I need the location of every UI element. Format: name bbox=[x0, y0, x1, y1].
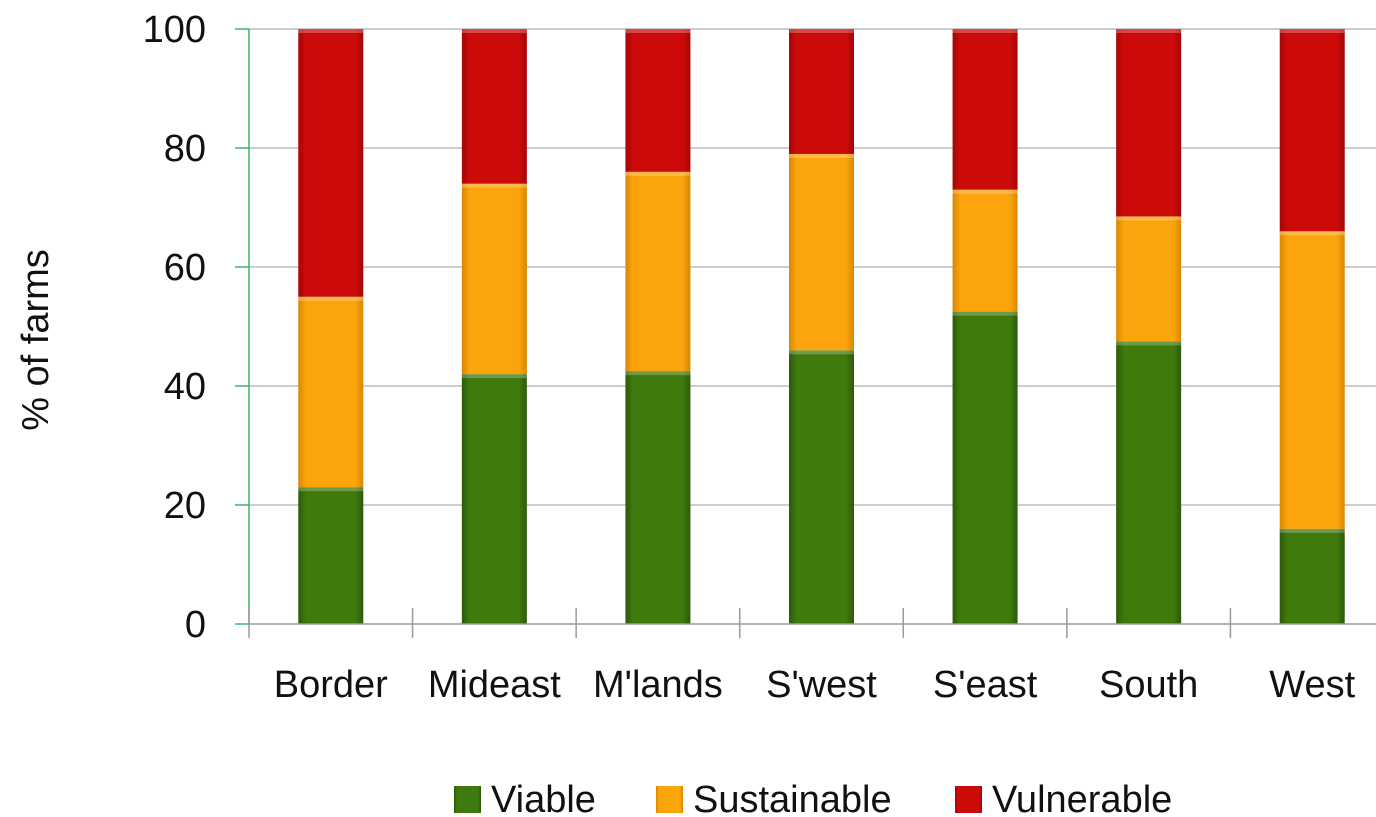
bar-viable-3 bbox=[789, 350, 854, 624]
y-tick-label: 40 bbox=[164, 366, 206, 408]
bar-vulnerable-5 bbox=[1116, 29, 1182, 217]
legend-label-vulnerable: Vulnerable bbox=[992, 779, 1172, 817]
bar-viable-2 bbox=[625, 371, 691, 624]
bar-sustainable-6 bbox=[1279, 231, 1345, 529]
y-tick-label: 20 bbox=[164, 485, 206, 527]
bar-vulnerable-0 bbox=[298, 29, 364, 297]
x-tick-label: M'lands bbox=[593, 664, 723, 706]
bar-viable-4 bbox=[952, 311, 1018, 624]
y-axis-label: % of farms bbox=[15, 249, 57, 431]
bar-bevel bbox=[298, 29, 364, 33]
bar-bevel bbox=[1279, 528, 1345, 533]
bar-sustainable-0 bbox=[298, 296, 364, 488]
bar-sustainable-5 bbox=[1116, 216, 1182, 342]
bar-bevel bbox=[1116, 341, 1182, 346]
bar-bevel bbox=[298, 487, 364, 492]
bar-bevel bbox=[952, 29, 1018, 33]
x-tick-label: West bbox=[1269, 664, 1355, 706]
bar-bevel bbox=[298, 296, 364, 301]
bar-bevel bbox=[1279, 29, 1345, 33]
bar-vulnerable-4 bbox=[952, 29, 1018, 190]
bar-sustainable-3 bbox=[789, 153, 854, 351]
bar-bevel bbox=[1116, 216, 1182, 221]
bar-vulnerable-2 bbox=[625, 29, 691, 172]
bar-sustainable-1 bbox=[461, 183, 527, 375]
legend-label-viable: Viable bbox=[491, 779, 596, 817]
legend-swatch-sustainable bbox=[656, 786, 683, 813]
y-tick-label: 60 bbox=[164, 247, 206, 289]
x-tick-label: Border bbox=[274, 664, 388, 706]
bars bbox=[298, 29, 1345, 624]
y-tick-label: 0 bbox=[185, 604, 206, 646]
bar-bevel bbox=[952, 311, 1018, 316]
bar-bevel bbox=[461, 183, 527, 188]
legend-label-sustainable: Sustainable bbox=[693, 779, 892, 817]
bar-bevel bbox=[1116, 29, 1182, 33]
bar-sustainable-2 bbox=[625, 171, 691, 372]
axes: 0 20 40 60 80 100 Border Mideast M'lands S'west S'… bbox=[143, 9, 1376, 706]
legend: Viable Sustainable Vulnerable bbox=[454, 779, 1172, 817]
x-tick-label: South bbox=[1099, 664, 1198, 706]
legend-swatch-vulnerable bbox=[955, 786, 982, 813]
bar-viable-5 bbox=[1116, 341, 1182, 624]
legend-swatch-viable bbox=[454, 786, 481, 813]
x-tick-label: Mideast bbox=[428, 664, 561, 706]
bar-bevel bbox=[625, 371, 691, 376]
bar-viable-0 bbox=[298, 487, 364, 624]
bar-vulnerable-1 bbox=[461, 29, 527, 184]
bar-bevel bbox=[461, 29, 527, 33]
bar-bevel bbox=[789, 350, 854, 355]
x-tick-label: S'west bbox=[766, 664, 877, 706]
bar-bevel bbox=[625, 171, 691, 176]
bar-bevel bbox=[625, 29, 691, 33]
bar-bevel bbox=[789, 153, 854, 158]
y-tick-label: 100 bbox=[143, 9, 206, 51]
bar-bevel bbox=[1279, 231, 1345, 236]
bar-vulnerable-6 bbox=[1279, 29, 1345, 232]
bar-bevel bbox=[461, 374, 527, 379]
bar-bevel bbox=[952, 189, 1018, 194]
y-tick-label: 80 bbox=[164, 128, 206, 170]
bar-viable-1 bbox=[461, 374, 527, 624]
bar-viable-6 bbox=[1279, 528, 1345, 624]
bar-sustainable-4 bbox=[952, 189, 1018, 312]
bar-bevel bbox=[789, 29, 854, 33]
x-tick-label: S'east bbox=[933, 664, 1038, 706]
bar-vulnerable-3 bbox=[789, 29, 854, 154]
